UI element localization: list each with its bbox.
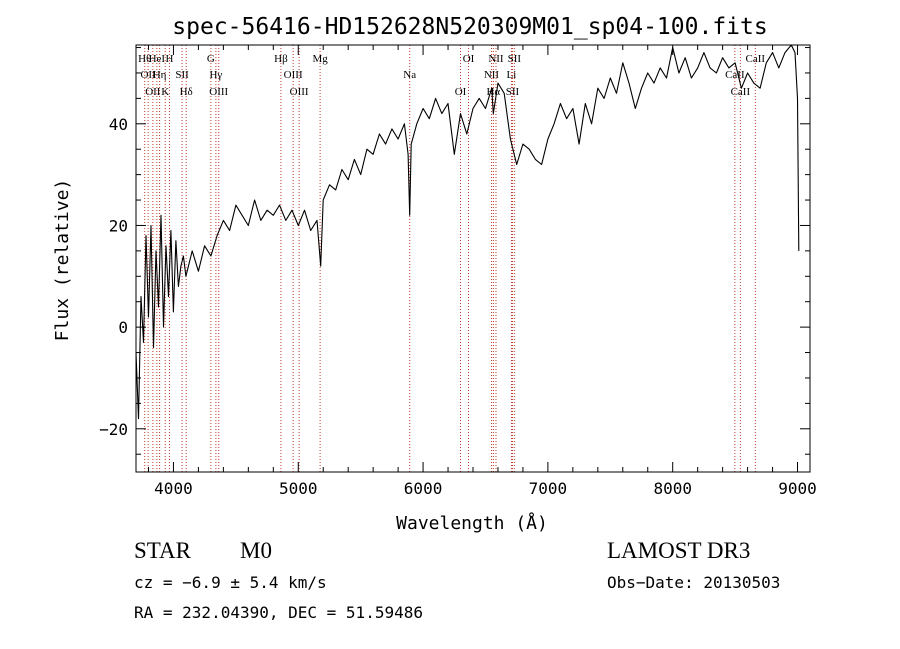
spectral-line-label: OII — [140, 69, 156, 81]
object-class-label: STAR — [134, 538, 191, 563]
spectral-line-label: OIII — [209, 86, 228, 98]
spectral-line-label: Hβ — [274, 53, 288, 65]
spectral-line-label: Na — [403, 69, 416, 81]
line-markers-layer — [144, 45, 756, 472]
survey-label: LAMOST DR3 — [607, 538, 751, 563]
line-marker-labels-layer: HθOIIOIIHeIHηKHSIIHδGHγOIIIHβOIIIOIIIMgN… — [138, 53, 765, 98]
y-tick-label: 40 — [109, 115, 128, 134]
x-tick-label: 6000 — [404, 479, 443, 498]
y-tick-label: 0 — [118, 318, 128, 337]
spectral-line-label: OIII — [284, 69, 303, 81]
chart-title: spec-56416-HD152628N520309M01_sp04-100.f… — [172, 14, 767, 40]
spectral-line-label: CaII — [725, 69, 745, 81]
spectral-subclass-label: M0 — [240, 538, 272, 563]
y-tick-label: 20 — [109, 216, 128, 235]
spectral-line-label: OI — [455, 86, 467, 98]
spectral-line-label: Hα — [486, 86, 500, 98]
spectral-line-label: OIII — [290, 86, 309, 98]
spectral-line-label: NII — [484, 69, 500, 81]
y-axis-label: Flux (relative) — [52, 179, 73, 342]
spectral-line-label: H — [165, 53, 173, 65]
spectral-line-label: NII — [488, 53, 504, 65]
spectral-line-label: OI — [463, 53, 475, 65]
spectral-line-label: CaII — [746, 53, 766, 65]
spectral-line-label: Hθ — [138, 53, 151, 65]
x-tick-label: 4000 — [154, 479, 193, 498]
axis-ticks-layer — [136, 45, 810, 472]
spectral-line-label: K — [161, 86, 169, 98]
spectrum-series-line — [135, 44, 800, 420]
spectral-line-label: HeI — [149, 53, 166, 65]
spectral-line-label: SII — [175, 69, 189, 81]
spectral-line-label: SII — [506, 86, 520, 98]
spectral-line-label: Hδ — [180, 86, 193, 98]
spectral-line-label: Hη — [153, 69, 167, 81]
spectral-line-label: G — [207, 53, 215, 65]
coordinates-readout: RA = 232.04390, DEC = 51.59486 — [134, 603, 423, 622]
observation-date: Obs−Date: 20130503 — [607, 573, 781, 592]
spectral-line-label: Hγ — [209, 69, 222, 81]
x-tick-label: 9000 — [778, 479, 817, 498]
spectral-line-label: OII — [145, 86, 161, 98]
x-tick-label: 5000 — [279, 479, 318, 498]
x-axis-label: Wavelength (Å) — [396, 512, 548, 534]
y-tick-label: −20 — [99, 420, 128, 439]
redshift-readout: cz = −6.9 ± 5.4 km/s — [134, 573, 327, 592]
x-tick-label: 8000 — [653, 479, 692, 498]
spectral-line-label: SII — [508, 53, 522, 65]
x-tick-label: 7000 — [529, 479, 568, 498]
spectral-line-label: Li — [507, 69, 517, 81]
axis-tick-labels-layer: 4000 5000 6000 7000 8000 9000 −20 0 20 40 — [99, 115, 817, 498]
spectral-line-label: Mg — [312, 53, 328, 65]
spectral-line-label: CaII — [731, 86, 751, 98]
